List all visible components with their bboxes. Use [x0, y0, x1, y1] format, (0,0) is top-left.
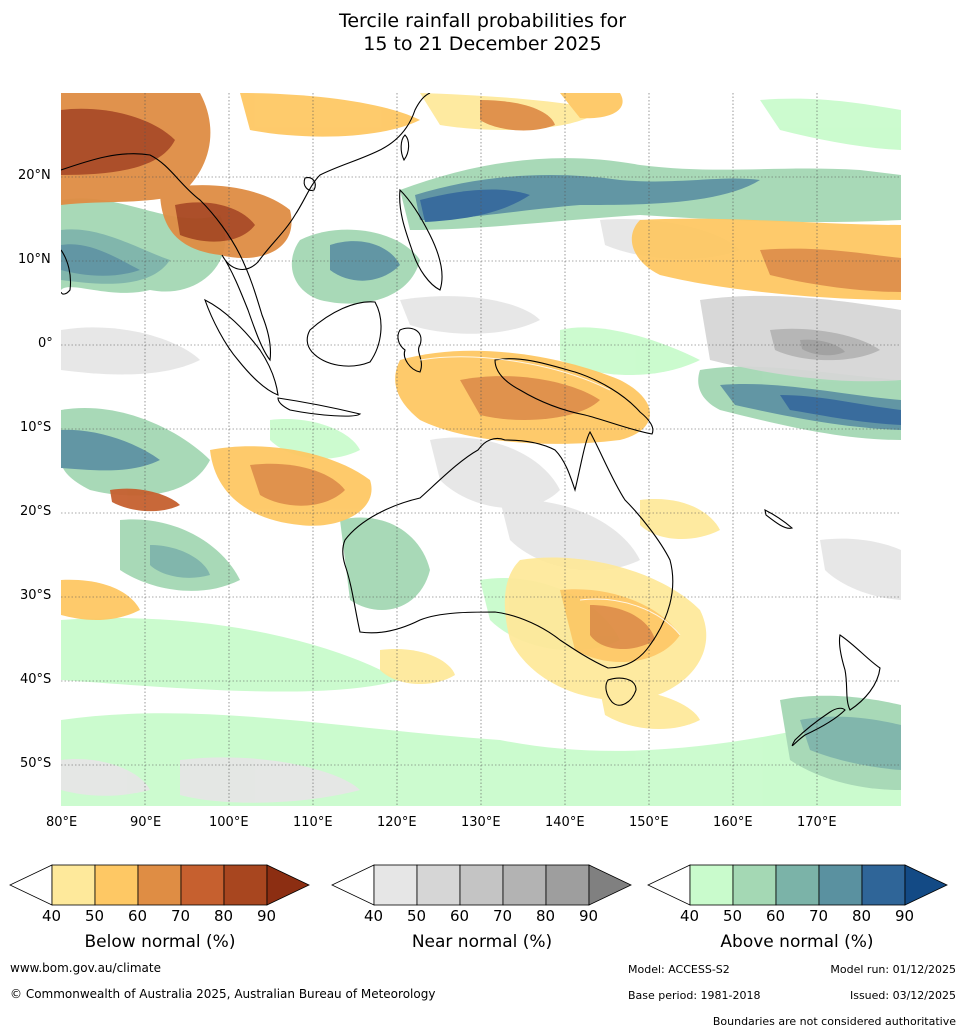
colorbar-below-segment	[223, 864, 268, 906]
footer-issued: Issued: 03/12/2025	[849, 989, 956, 1002]
lat-label-20n: 20°N	[18, 168, 51, 183]
colorbar-below-segment	[137, 864, 182, 906]
colorbar-below-tick: 40	[42, 907, 62, 925]
colorbar-below-tick: 60	[128, 907, 148, 925]
lat-label-40s: 40°S	[20, 672, 52, 687]
colorbar-below-tick: 70	[171, 907, 191, 925]
colorbar-near-segment	[373, 864, 418, 906]
lon-label-130e: 130°E	[461, 815, 501, 830]
lat-label-10n: 10°N	[18, 252, 51, 267]
white-contours	[419, 356, 681, 636]
lon-label-110e: 110°E	[293, 815, 333, 830]
new-guinea-outline	[494, 358, 654, 435]
colorbar-below-normal	[9, 864, 310, 906]
colorbar-title-above: Above normal (%)	[720, 932, 874, 952]
colorbar-above-extend-high	[904, 864, 948, 906]
coastlines	[61, 93, 881, 747]
map-title: Tercile rainfall probabilities for 15 to…	[0, 10, 965, 56]
new-caledonia-outline	[764, 509, 794, 529]
taiwan-outline	[400, 134, 410, 162]
footer-model-run: Model run: 01/12/2025	[830, 963, 956, 976]
lat-label-0: 0°	[38, 336, 53, 351]
title-line-1: Tercile rainfall probabilities for	[338, 10, 627, 32]
lon-label-120e: 120°E	[377, 815, 417, 830]
lat-label-30s: 30°S	[20, 588, 52, 603]
lat-label-10s: 10°S	[20, 420, 52, 435]
colorbar-near-extend-low	[331, 864, 375, 906]
colorbar-near-segment	[459, 864, 504, 906]
colorbar-below-tick: 50	[85, 907, 105, 925]
footer-base-period: Base period: 1981-2018	[628, 989, 761, 1002]
colorbar-above-segment	[689, 864, 734, 906]
footer-model: Model: ACCESS-S2	[628, 963, 730, 976]
lon-label-160e: 160°E	[713, 815, 753, 830]
mainland-asia-outline	[61, 93, 431, 362]
colorbar-near-segment	[416, 864, 461, 906]
colorbar-below-segment	[94, 864, 139, 906]
new-zealand-south-outline	[791, 707, 846, 747]
colorbar-below-tick: 90	[257, 907, 277, 925]
lon-label-100e: 100°E	[209, 815, 249, 830]
australia-outline	[342, 430, 674, 669]
colorbar-title-near: Near normal (%)	[411, 932, 553, 952]
above-normal-fields	[61, 98, 901, 806]
footer-website[interactable]: www.bom.gov.au/climate	[10, 961, 161, 975]
colorbar-above-segment	[861, 864, 906, 906]
lat-label-50s: 50°S	[20, 756, 52, 771]
colorbar-near-segment	[545, 864, 590, 906]
lon-label-170e: 170°E	[797, 815, 837, 830]
java-outline	[277, 397, 362, 417]
sulawesi-outline	[397, 327, 422, 373]
colorbar-below-segment	[51, 864, 96, 906]
title-line-2: 15 to 21 December 2025	[363, 33, 602, 55]
near-normal-fields	[61, 219, 901, 803]
footer-disclaimer: Boundaries are not considered authoritat…	[712, 1015, 956, 1028]
colorbar-below-extend-high	[266, 864, 310, 906]
colorbar-above-tick: 50	[723, 907, 743, 925]
new-zealand-north-outline	[838, 634, 881, 711]
colorbar-above-tick: 60	[766, 907, 786, 925]
colorbar-above-extend-low	[647, 864, 691, 906]
colorbar-near-tick: 70	[493, 907, 513, 925]
colorbar-above-tick: 40	[680, 907, 700, 925]
colorbar-below-tick: 80	[214, 907, 234, 925]
below-normal-fields	[61, 93, 901, 730]
colorbar-above-normal	[647, 864, 948, 906]
colorbar-near-tick: 50	[407, 907, 427, 925]
colorbar-near-tick: 60	[450, 907, 470, 925]
colorbar-near-tick: 90	[579, 907, 599, 925]
lat-label-20s: 20°S	[20, 504, 52, 519]
graticule	[61, 93, 901, 806]
colorbar-above-segment	[818, 864, 863, 906]
colorbar-above-tick: 80	[852, 907, 872, 925]
colorbar-title-below: Below normal (%)	[84, 932, 236, 952]
colorbar-near-tick: 40	[364, 907, 384, 925]
philippines-outline	[399, 188, 443, 291]
sumatra-outline	[204, 298, 279, 396]
colorbar-above-segment	[775, 864, 820, 906]
colorbar-below-segment	[180, 864, 225, 906]
lon-label-150e: 150°E	[629, 815, 669, 830]
colorbar-above-segment	[732, 864, 777, 906]
india-outline	[61, 249, 72, 295]
lon-label-90e: 90°E	[130, 815, 162, 830]
colorbar-above-tick: 90	[895, 907, 915, 925]
map-area	[61, 93, 901, 806]
borneo-outline	[306, 301, 382, 367]
lon-label-140e: 140°E	[545, 815, 585, 830]
lon-label-80e: 80°E	[46, 815, 78, 830]
colorbar-near-segment	[502, 864, 547, 906]
footer-copyright: © Commonwealth of Australia 2025, Austra…	[10, 987, 436, 1001]
colorbar-below-extend-low	[9, 864, 53, 906]
hainan-outline	[303, 177, 316, 191]
colorbar-above-tick: 70	[809, 907, 829, 925]
tasmania-outline	[605, 677, 637, 706]
colorbar-near-extend-high	[588, 864, 632, 906]
colorbar-near-tick: 80	[536, 907, 556, 925]
colorbar-near-normal	[331, 864, 632, 906]
